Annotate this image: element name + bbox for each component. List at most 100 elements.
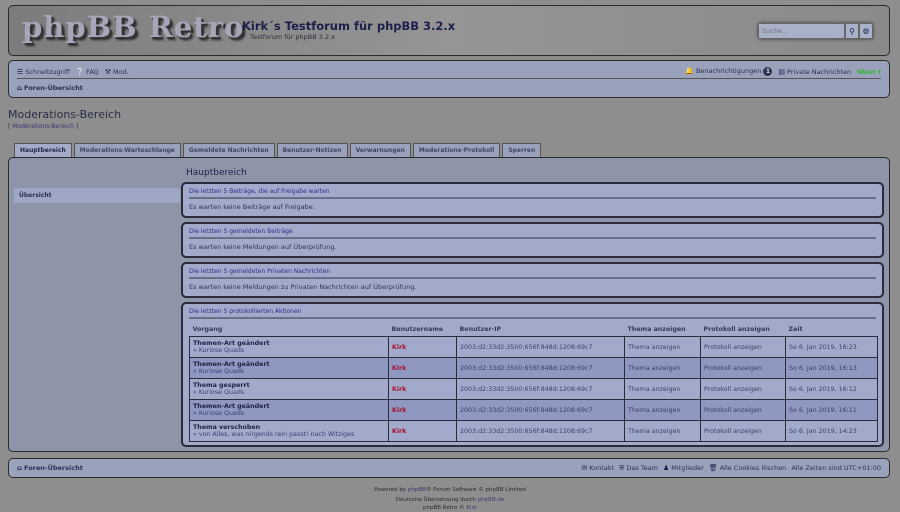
faq-link[interactable]: ❔ FAQ bbox=[75, 67, 99, 76]
contact-link[interactable]: ✉ Kontakt bbox=[581, 463, 615, 472]
username-link[interactable]: Kirk bbox=[392, 364, 407, 372]
logo[interactable]: phpBB Retro bbox=[22, 10, 245, 44]
breadcrumb-link[interactable]: Moderations-Bereich bbox=[12, 123, 74, 130]
username-cell: Kirk bbox=[388, 420, 457, 442]
ip-cell: 2003:d2:33d2:3500:656f:848d:1208:69c7 bbox=[456, 378, 625, 400]
view-topic-link[interactable]: Thema anzeigen bbox=[624, 378, 701, 400]
action-name: Themen-Art geändert bbox=[193, 340, 270, 347]
tab-sperren[interactable]: Sperren bbox=[502, 143, 542, 157]
panel-title[interactable]: Die letzten 5 gemeldeten Privaten Nachri… bbox=[189, 268, 876, 279]
table-row: Themen-Art geändert» Kuriose Quads Kirk … bbox=[189, 399, 878, 421]
column-header: Vorgang bbox=[192, 326, 223, 333]
envelope-icon: ✉ bbox=[581, 463, 588, 472]
action-cell: Themen-Art geändert» Kuriose Quads bbox=[189, 336, 389, 358]
time-cell: So 6. Jan 2019, 14:23 bbox=[785, 420, 878, 442]
home-icon: ⌂ bbox=[17, 464, 23, 472]
advanced-search-button[interactable]: ⚙ bbox=[859, 23, 873, 39]
tab-benutzer-notizen[interactable]: Benutzer-Notizen bbox=[276, 143, 348, 157]
panel-title[interactable]: Die letzten 5 gemeldeten Beiträge bbox=[189, 228, 876, 239]
view-log-link[interactable]: Protokoll anzeigen bbox=[700, 399, 786, 421]
mod-link[interactable]: ⚒ Mod. bbox=[104, 67, 129, 76]
credit-translation: Deutsche Übersetzung durch phpBB.de bbox=[395, 497, 505, 503]
table-row: Themen-Art geändert» Kuriose Quads Kirk … bbox=[189, 336, 878, 358]
page-title: Moderations-Bereich bbox=[8, 108, 122, 121]
username-cell: Kirk bbox=[388, 336, 457, 358]
footer-index-link[interactable]: ⌂ Foren-Übersicht bbox=[17, 464, 83, 472]
view-log-link[interactable]: Protokoll anzeigen bbox=[700, 378, 786, 400]
search-icon: ⚲ bbox=[849, 26, 855, 36]
site-title: Kirk´s Testforum für phpBB 3.2.x bbox=[242, 19, 456, 33]
quick-links[interactable]: ☰ Schnellzugriff bbox=[17, 67, 70, 76]
tab-gemeldete-nachrichten[interactable]: Gemeldete Nachrichten bbox=[182, 143, 275, 157]
action-detail: » Kuriose Quads bbox=[193, 347, 245, 354]
view-topic-link[interactable]: Thema anzeigen bbox=[624, 399, 701, 421]
table-row: Thema gesperrt» Kuriose Quads Kirk 2003:… bbox=[189, 378, 878, 400]
tab-hauptbereich[interactable]: Hauptbereich bbox=[14, 143, 72, 157]
table-row: Thema verschoben» von Alles, was nirgend… bbox=[189, 420, 878, 442]
kirk-link[interactable]: Kirk bbox=[466, 505, 477, 511]
bell-icon: 🔔 bbox=[685, 67, 694, 75]
search-box: ⚲ ⚙ bbox=[758, 23, 873, 39]
table-row: Themen-Art geändert» Kuriose Quads Kirk … bbox=[189, 357, 878, 379]
panel-text: Es warten keine Meldungen zu Privaten Na… bbox=[189, 283, 417, 291]
tab-verwarnungen[interactable]: Verwarnungen bbox=[349, 143, 411, 157]
username-cell: Kirk bbox=[388, 399, 457, 421]
view-topic-link[interactable]: Thema anzeigen bbox=[624, 357, 701, 379]
delete-cookies-link[interactable]: 🗑 Alle Cookies löschen bbox=[708, 463, 787, 472]
notification-count: 1 bbox=[763, 67, 773, 76]
view-log-link[interactable]: Protokoll anzeigen bbox=[700, 336, 786, 358]
sidebar-item-overview[interactable]: Übersicht bbox=[14, 188, 180, 203]
tab-protokoll[interactable]: Moderations-Protokoll bbox=[412, 143, 501, 157]
view-topic-link[interactable]: Thema anzeigen bbox=[624, 420, 701, 442]
user-menu[interactable]: West ▾ bbox=[857, 67, 881, 76]
notifications-link[interactable]: 🔔 Benachrichtigungen 1 bbox=[685, 67, 773, 76]
team-link[interactable]: ⛨ Das Team bbox=[619, 463, 659, 472]
pending-posts-panel: Die letzten 5 Beiträge, die auf Freigabe… bbox=[181, 182, 884, 218]
log-table: Vorgang Benutzername Benutzer-IP Thema anze… bbox=[189, 323, 878, 442]
ip-cell: 2003:d2:33d2:3500:656f:848d:1208:69c7 bbox=[456, 336, 625, 358]
action-cell: Thema gesperrt» Kuriose Quads bbox=[189, 378, 389, 400]
phpbb-de-link[interactable]: phpBB.de bbox=[477, 497, 505, 503]
action-cell: Themen-Art geändert» Kuriose Quads bbox=[189, 357, 389, 379]
gear-icon: ⚙ bbox=[862, 26, 870, 36]
panel-title[interactable]: Die letzten 5 protokollierten Aktionen bbox=[189, 308, 876, 319]
breadcrumb-index[interactable]: ⌂ Foren-Übersicht bbox=[17, 84, 83, 92]
inbox-icon: ▤ bbox=[778, 67, 786, 76]
search-input[interactable] bbox=[758, 23, 845, 39]
members-link[interactable]: ♟ Mitglieder bbox=[663, 463, 704, 472]
search-button[interactable]: ⚲ bbox=[845, 23, 859, 39]
action-detail: » Kuriose Quads bbox=[193, 389, 245, 396]
question-icon: ❔ bbox=[75, 67, 85, 76]
pm-link[interactable]: ▤ Private Nachrichten bbox=[778, 67, 852, 76]
column-header: Zeit bbox=[788, 326, 803, 333]
column-header: Thema anzeigen bbox=[627, 326, 686, 333]
ip-cell: 2003:d2:33d2:3500:656f:848d:1208:69c7 bbox=[456, 357, 625, 379]
tab-bar: Hauptbereich Moderations-Warteschlange G… bbox=[14, 143, 542, 157]
ip-cell: 2003:d2:33d2:3500:656f:848d:1208:69c7 bbox=[456, 420, 625, 442]
action-detail: » von Alles, was nirgends rein passt! na… bbox=[193, 431, 355, 438]
ip-cell: 2003:d2:33d2:3500:656f:848d:1208:69c7 bbox=[456, 399, 625, 421]
panel-text: Es warten keine Meldungen auf Überprüfun… bbox=[189, 243, 337, 251]
reported-posts-panel: Die letzten 5 gemeldeten Beiträge Es war… bbox=[181, 222, 884, 258]
view-log-link[interactable]: Protokoll anzeigen bbox=[700, 357, 786, 379]
users-icon: ♟ bbox=[663, 463, 670, 472]
caret-down-icon: ▾ bbox=[877, 67, 881, 76]
phpbb-link[interactable]: phpBB bbox=[407, 487, 426, 493]
action-cell: Themen-Art geändert» Kuriose Quads bbox=[189, 399, 389, 421]
username-link[interactable]: Kirk bbox=[392, 406, 407, 414]
action-name: Thema verschoben bbox=[193, 424, 261, 431]
panel-title[interactable]: Die letzten 5 Beiträge, die auf Freigabe… bbox=[189, 188, 876, 199]
action-name: Themen-Art geändert bbox=[193, 403, 270, 410]
action-cell: Thema verschoben» von Alles, was nirgend… bbox=[189, 420, 389, 442]
view-topic-link[interactable]: Thema anzeigen bbox=[624, 336, 701, 358]
tab-warteschlange[interactable]: Moderations-Warteschlange bbox=[73, 143, 181, 157]
credit-powered: Powered by phpBB® Forum Software © phpBB… bbox=[374, 487, 526, 493]
username-link[interactable]: Kirk bbox=[392, 385, 407, 393]
action-detail: » Kuriose Quads bbox=[193, 368, 245, 375]
time-cell: So 6. Jan 2019, 16:13 bbox=[785, 357, 878, 379]
breadcrumb: [ Moderations-Bereich ] bbox=[8, 123, 79, 130]
username-link[interactable]: Kirk bbox=[392, 427, 407, 435]
log-panel: Die letzten 5 protokollierten Aktionen V… bbox=[181, 302, 884, 447]
view-log-link[interactable]: Protokoll anzeigen bbox=[700, 420, 786, 442]
username-link[interactable]: Kirk bbox=[392, 343, 407, 351]
